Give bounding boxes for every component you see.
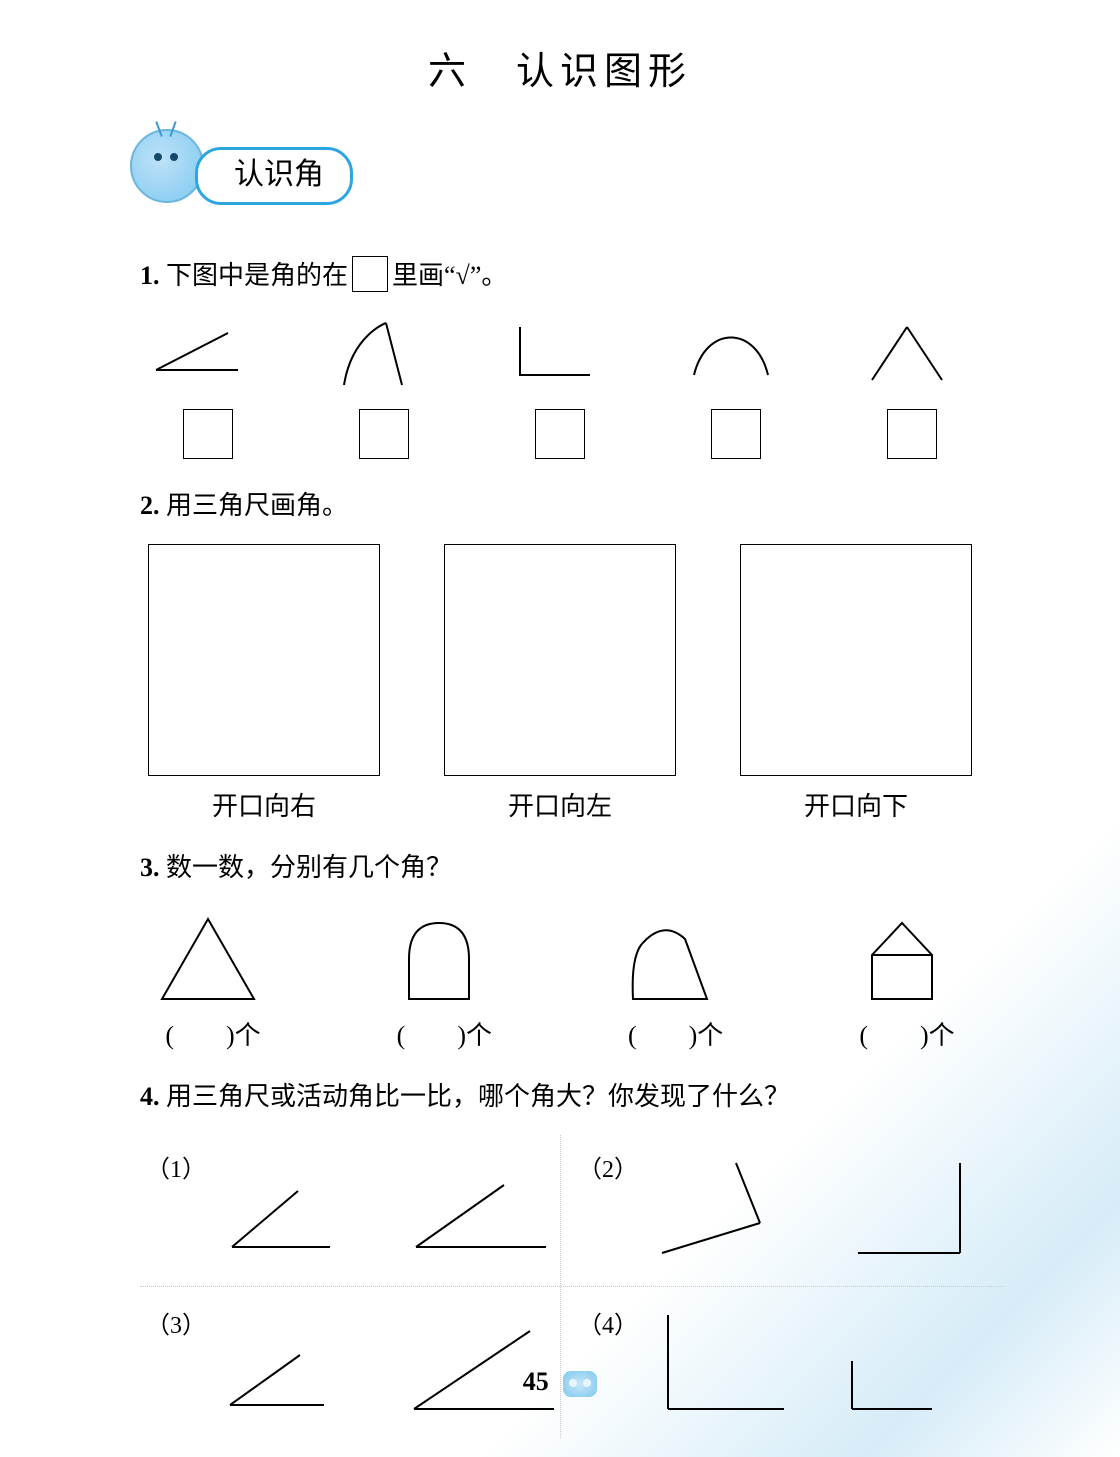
- q1-figure: [852, 315, 972, 459]
- draw-box-caption: 开口向右: [212, 786, 316, 823]
- check-box[interactable]: [535, 409, 585, 459]
- q2-draw-cell: 开口向左: [444, 544, 676, 823]
- question-2: 2. 用三角尺画角。: [140, 485, 980, 527]
- page-number: 45: [523, 1367, 549, 1396]
- q4-index: （3）: [146, 1305, 206, 1340]
- question-4: 4. 用三角尺或活动角比一比，哪个角大？你发现了什么？: [140, 1076, 980, 1118]
- question-3: 3. 数一数，分别有几个角？: [140, 847, 980, 889]
- section-badge-label: 认识角: [195, 147, 353, 205]
- draw-box[interactable]: [740, 544, 972, 776]
- draw-box[interactable]: [148, 544, 380, 776]
- chapter-title: 六 认识图形: [140, 40, 980, 95]
- q1-figures-row: [140, 315, 980, 459]
- q4-index: （1）: [146, 1149, 206, 1184]
- check-box[interactable]: [711, 409, 761, 459]
- q3-figure: ( )个: [379, 907, 509, 1052]
- q3-count-label: ( )个: [165, 1015, 260, 1052]
- q1-figure: [676, 315, 796, 459]
- bee-icon: [130, 129, 204, 203]
- inline-box: [352, 256, 388, 292]
- q2-draw-cell: 开口向下: [740, 544, 972, 823]
- q1-figure: [500, 315, 620, 459]
- q3-figure: ( )个: [842, 907, 972, 1052]
- q4-cell: （1）: [140, 1135, 572, 1282]
- q1-figure: [324, 315, 444, 459]
- check-box[interactable]: [359, 409, 409, 459]
- footer-plane-icon: [563, 1371, 597, 1397]
- grid-hline: [140, 1286, 1004, 1287]
- section-badge: 认识角: [140, 135, 980, 215]
- q2-draw-cell: 开口向右: [148, 544, 380, 823]
- q2-boxes-row: 开口向右 开口向左 开口向下: [140, 544, 980, 823]
- q4-cell: （3）: [140, 1291, 572, 1438]
- page-footer: 45: [0, 1367, 1120, 1397]
- question-1: 1. 下图中是角的在里画“√”。: [140, 255, 980, 297]
- q3-figure: ( )个: [611, 907, 741, 1052]
- q4-index: （2）: [578, 1149, 638, 1184]
- q1-figure: [148, 315, 268, 459]
- draw-box-caption: 开口向左: [508, 786, 612, 823]
- q3-count-label: ( )个: [397, 1015, 492, 1052]
- q4-cell: （2）: [572, 1135, 1004, 1282]
- draw-box[interactable]: [444, 544, 676, 776]
- check-box[interactable]: [183, 409, 233, 459]
- q3-count-label: ( )个: [628, 1015, 723, 1052]
- draw-box-caption: 开口向下: [804, 786, 908, 823]
- q3-figures-row: ( )个 ( )个 ( )个 ( )个: [140, 907, 980, 1052]
- q3-figure: ( )个: [148, 907, 278, 1052]
- q3-count-label: ( )个: [859, 1015, 954, 1052]
- q4-cell: （4）: [572, 1291, 1004, 1438]
- q4-index: （4）: [578, 1305, 638, 1340]
- check-box[interactable]: [887, 409, 937, 459]
